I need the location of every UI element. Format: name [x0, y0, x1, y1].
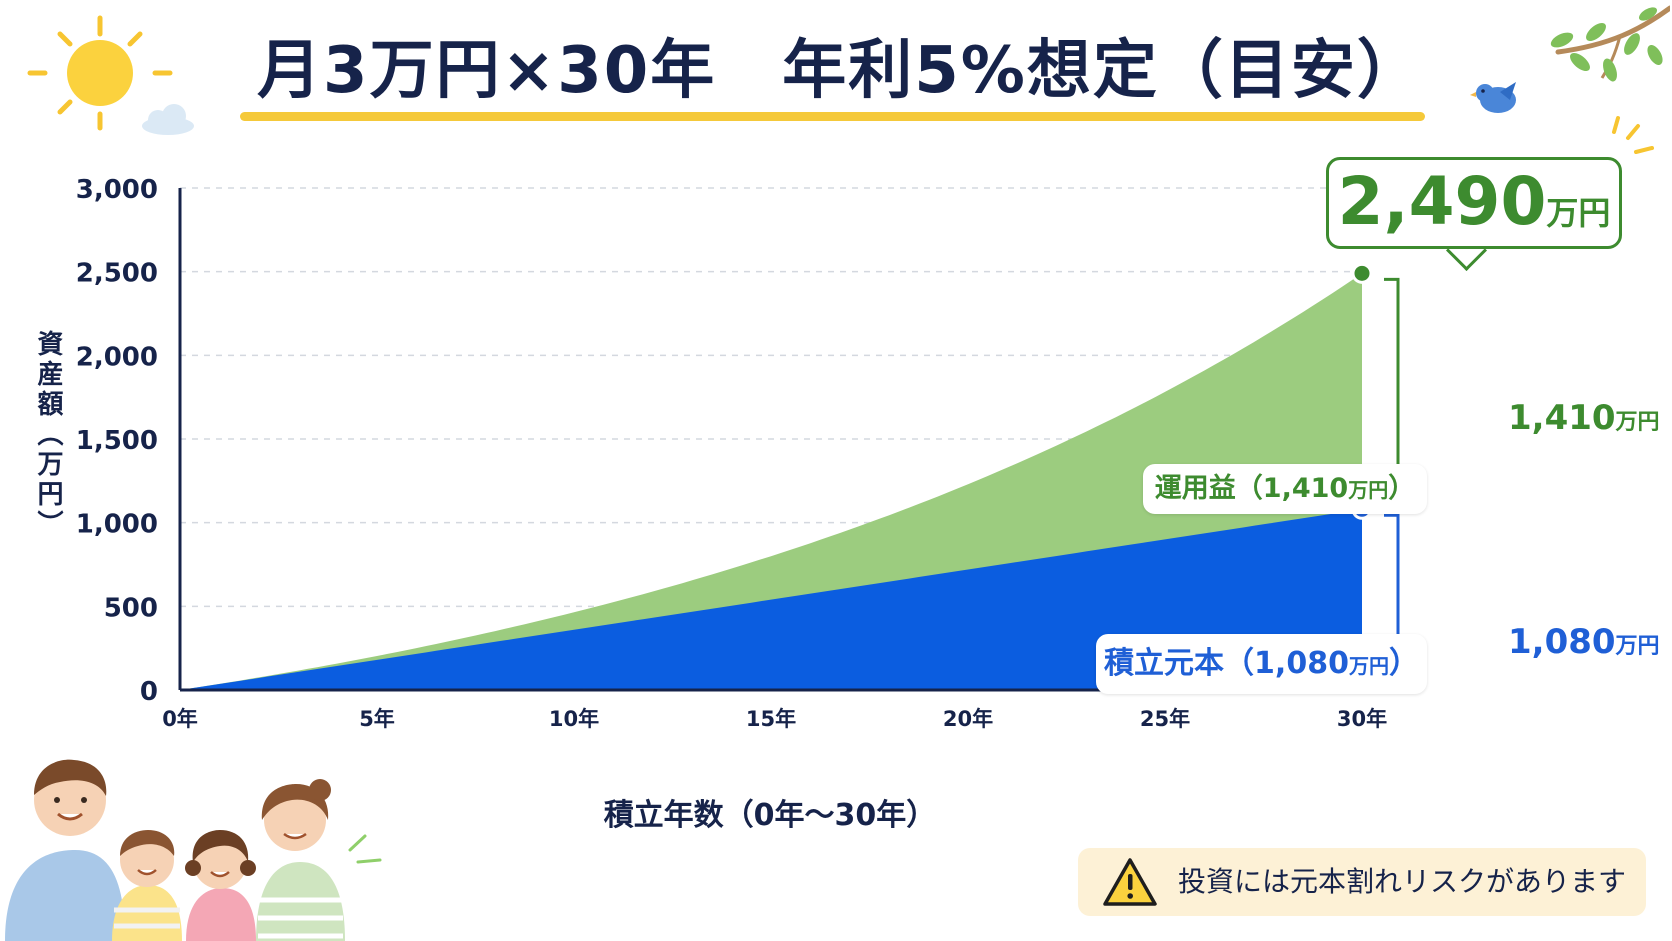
y-tick-label: 3,000: [76, 175, 158, 205]
total-value-callout: 2,490万円: [1326, 157, 1622, 249]
profit-unit: 万円: [1348, 478, 1389, 502]
y-tick-label: 0: [140, 677, 158, 707]
y-tick-label: 1,000: [76, 510, 158, 540]
x-tick-label: 10年: [549, 707, 599, 731]
x-tick-label: 15年: [746, 707, 796, 731]
y-axis-label: 資産額（万円）: [33, 330, 63, 540]
principal-bracket-value: 1,080: [1508, 622, 1616, 662]
sun-icon: [27, 15, 194, 135]
cloud-icon: [142, 104, 194, 135]
risk-notice: 投資には元本割れリスクがあります: [1078, 848, 1646, 916]
page-title: 月3万円×30年 年利5%想定（目安）: [257, 34, 1423, 108]
profit-series-label: 運用益（1,410万円）: [1143, 464, 1427, 514]
x-tick-label: 30年: [1337, 707, 1387, 731]
y-tick-label: 2,500: [76, 259, 158, 289]
family-illustration: [5, 759, 382, 941]
principal-value: （1,080: [1224, 646, 1349, 681]
x-tick-label: 25年: [1140, 707, 1190, 731]
profit-bracket-value: 1,410: [1508, 398, 1616, 438]
principal-bracket-label: 1,080万円: [1508, 622, 1660, 662]
profit-close: ）: [1388, 473, 1416, 504]
principal-bracket-unit: 万円: [1615, 634, 1660, 659]
y-tick-label: 1,500: [76, 426, 158, 456]
y-tick-label: 2,000: [76, 342, 158, 372]
warning-icon: [1103, 858, 1157, 906]
principal-area: [180, 509, 1362, 690]
title-underline: [240, 112, 1425, 121]
total-value: 2,490: [1337, 163, 1547, 240]
risk-notice-text: 投資には元本割れリスクがあります: [1178, 865, 1627, 898]
bird-icon: [1470, 82, 1516, 113]
x-tick-label: 0年: [162, 707, 198, 731]
principal-series-label: 積立元本（1,080万円）: [1096, 634, 1427, 694]
y-tick-label: 500: [104, 593, 158, 623]
total-unit: 万円: [1546, 194, 1611, 232]
principal-unit: 万円: [1348, 654, 1389, 678]
principal-close: ）: [1388, 646, 1419, 681]
profit-value: （1,410: [1235, 473, 1349, 504]
x-axis-label: 積立年数（0年〜30年）: [603, 798, 937, 833]
profit-bracket-label: 1,410万円: [1508, 398, 1660, 438]
profit-bracket-unit: 万円: [1615, 410, 1660, 435]
branch-icon: [1470, 5, 1670, 154]
profit-name: 運用益: [1154, 473, 1236, 504]
total-point: [1351, 262, 1373, 284]
x-tick-label: 20年: [943, 707, 993, 731]
principal-name: 積立元本: [1104, 646, 1225, 681]
x-tick-label: 5年: [359, 707, 395, 731]
